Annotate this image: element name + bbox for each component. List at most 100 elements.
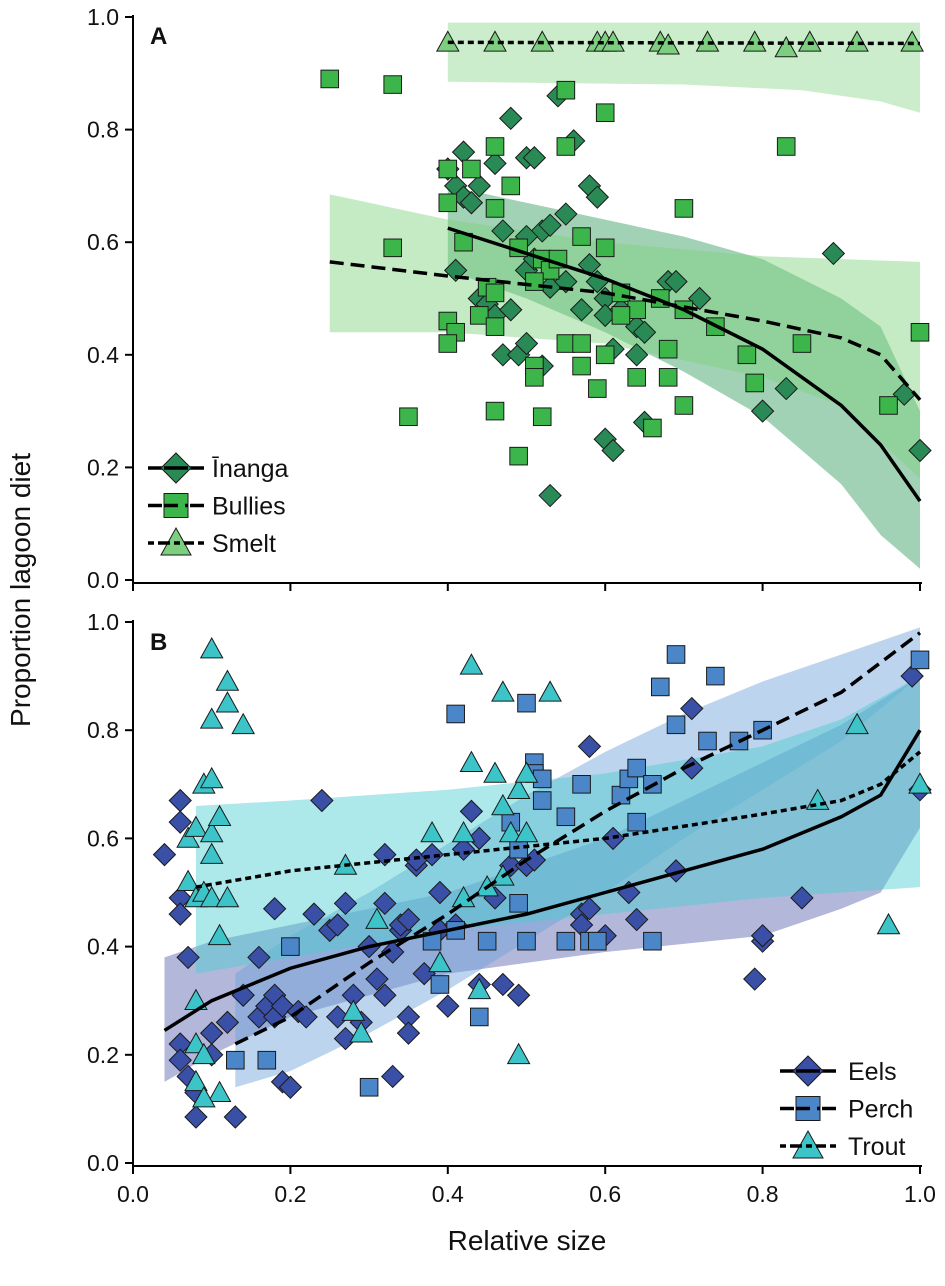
data-point-diamond	[491, 972, 515, 997]
data-point-square	[776, 137, 796, 156]
data-point-square	[658, 339, 678, 359]
data-point-diamond	[514, 331, 539, 356]
data-point-diamond	[333, 891, 358, 916]
data-point-square	[879, 396, 898, 415]
data-point-square	[572, 775, 591, 794]
data-point-diamond	[168, 788, 192, 813]
data-point-diamond	[176, 945, 200, 970]
data-point-diamond	[247, 945, 271, 970]
data-point-triangle	[341, 999, 366, 1021]
data-point-triangle	[207, 923, 232, 946]
data-point-square	[556, 80, 576, 100]
y-tick-label: 0.8	[87, 717, 119, 743]
data-point-square	[643, 931, 662, 951]
data-point-triangle	[199, 637, 224, 659]
data-point-triangle	[176, 869, 200, 891]
x-tick-label: 0.4	[432, 1181, 464, 1207]
data-point-square	[509, 446, 528, 466]
legend: Eels Perch Trout	[780, 1055, 913, 1161]
data-point-diamond	[325, 913, 350, 937]
data-point-diamond	[522, 146, 547, 170]
data-point-diamond	[373, 983, 397, 1007]
data-point-square	[485, 199, 505, 218]
data-point-square	[509, 839, 528, 859]
data-point-diamond	[396, 1021, 421, 1045]
data-point-square	[485, 283, 505, 303]
data-point-square	[627, 812, 646, 832]
data-point-square	[674, 199, 694, 218]
data-point-diamond	[680, 756, 704, 780]
data-point-diamond	[365, 967, 389, 991]
data-point-square	[588, 931, 607, 951]
data-point-diamond	[743, 967, 767, 991]
data-point-square	[281, 937, 300, 956]
data-point-triangle	[199, 820, 224, 843]
data-point-square	[595, 238, 615, 258]
data-point-diamond	[420, 842, 444, 867]
data-point-square	[588, 379, 607, 398]
data-point-square	[399, 407, 418, 427]
data-point-square	[257, 1050, 277, 1070]
data-point-diamond	[491, 343, 515, 367]
y-tick-label: 1.0	[87, 4, 119, 30]
data-point-square	[643, 418, 662, 438]
data-point-square	[658, 368, 678, 387]
x-tick-label: 0.2	[274, 1181, 306, 1207]
data-point-square	[572, 227, 591, 246]
data-point-square	[556, 137, 576, 156]
data-point-diamond	[428, 880, 452, 905]
data-point-square	[666, 645, 686, 664]
data-point-triangle	[207, 1080, 232, 1102]
data-point-diamond	[624, 907, 649, 932]
data-point-diamond	[577, 897, 602, 921]
y-tick-label: 0.2	[87, 454, 119, 480]
fit-line-solid	[163, 729, 922, 1032]
data-point-triangle	[467, 977, 492, 1000]
data-point-square	[611, 306, 631, 325]
data-point-diamond	[624, 343, 649, 367]
panel-b: 0.0 0.2 0.4 0.6 0.8 1.0 0.0 0.2 0.4 0.6 0.8 1.0 B Eel…	[87, 609, 936, 1207]
data-point-diamond	[278, 1075, 303, 1099]
data-point-diamond	[577, 734, 602, 759]
data-point-square	[627, 758, 646, 778]
fit-line-dashed	[234, 631, 922, 1046]
y-tick-label: 1.0	[87, 609, 119, 635]
data-point-square	[666, 715, 686, 735]
data-point-square	[792, 334, 812, 353]
data-point-diamond	[506, 983, 531, 1007]
data-point-diamond	[554, 202, 578, 226]
x-tick-label: 0.0	[117, 1181, 149, 1207]
data-point-square	[532, 407, 552, 427]
data-point-diamond	[892, 382, 916, 406]
data-point-triangle	[191, 1042, 216, 1065]
data-point-diamond	[168, 810, 192, 834]
data-point-square	[525, 272, 544, 291]
data-point-diamond	[302, 902, 326, 926]
data-point-square	[532, 791, 552, 810]
data-point-triangle	[199, 885, 224, 908]
data-point-square	[674, 396, 694, 415]
data-point-square	[698, 731, 717, 751]
y-tick-label: 0.4	[87, 342, 119, 368]
data-point-diamond	[459, 799, 484, 824]
data-point-triangle	[451, 820, 476, 843]
data-point-triangle	[498, 820, 523, 843]
legend-label: Īnanga	[212, 455, 289, 483]
data-point-diamond	[790, 886, 814, 910]
data-point-diamond	[396, 907, 421, 932]
data-point-diamond	[467, 174, 491, 198]
data-point-triangle	[215, 885, 240, 908]
data-point-triangle	[483, 761, 507, 783]
y-tick-label: 0.6	[87, 825, 119, 851]
data-point-diamond	[680, 696, 704, 721]
data-point-square	[627, 300, 646, 320]
panel-a: 0.0 0.2 0.4 0.6 0.8 1.0 A Īnanga Bullies Smelt	[87, 4, 932, 593]
data-point-triangle	[420, 820, 444, 843]
y-tick-label: 0.2	[87, 1042, 119, 1068]
data-point-diamond	[499, 298, 523, 322]
legend-label: Trout	[848, 1133, 905, 1161]
data-point-diamond	[632, 320, 657, 344]
legend: Īnanga Bullies Smelt	[148, 452, 289, 558]
data-point-diamond	[491, 219, 515, 243]
